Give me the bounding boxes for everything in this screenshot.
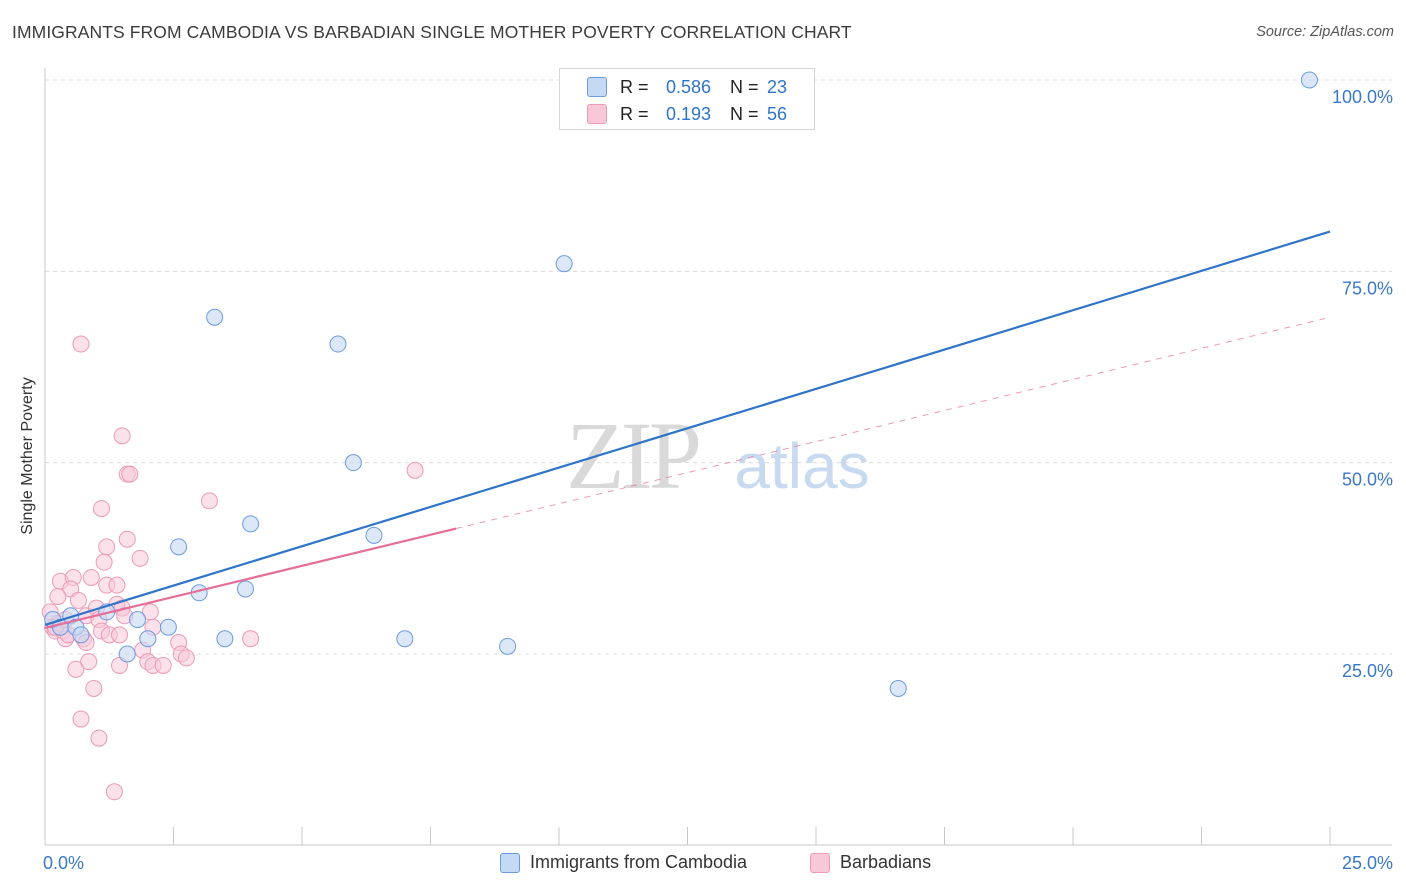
y-tick-label: 25.0% (1342, 661, 1393, 681)
cambodia-point (1300, 71, 1318, 89)
barbadians-point (118, 530, 136, 548)
legend-n-value: 56 (767, 103, 788, 124)
barbadians-point (131, 549, 149, 567)
trend-lines (44, 230, 1331, 630)
barbadians-point (200, 492, 218, 510)
cambodia-point (396, 630, 414, 648)
bottom-legend-label: Immigrants from Cambodia (530, 852, 748, 872)
legend-n-label: N = (730, 103, 759, 124)
barbadians-point (49, 588, 67, 606)
barbadians-point (177, 649, 195, 667)
barbadians-point (82, 568, 100, 586)
barbadians-point (93, 500, 111, 518)
watermark: ZIP atlas (566, 402, 870, 509)
cambodia-point (170, 538, 188, 556)
cambodia-point (329, 335, 347, 353)
cambodia-point (129, 611, 147, 629)
cambodia-point (159, 618, 177, 636)
legend-r-value: 0.586 (665, 76, 711, 97)
barbadians-point (154, 656, 172, 674)
barbadians-point (72, 335, 90, 353)
barbadians-point (406, 461, 424, 479)
legend-n-value: 23 (767, 76, 788, 97)
legend-swatch-blue (587, 77, 607, 97)
legend-swatch-pink (587, 104, 607, 124)
barbadians-point (95, 553, 113, 571)
x-tick-label: 25.0% (1342, 853, 1393, 873)
barbadians-point (121, 465, 139, 483)
source-label: Source: ZipAtlas.com (1256, 24, 1394, 40)
cambodia-trend-line (44, 230, 1331, 626)
legend-r-label: R = (620, 76, 649, 97)
cambodia-point (216, 630, 234, 648)
barbadians-point (72, 710, 90, 728)
barbadians-trend-line (44, 527, 457, 630)
y-tick-label: 100.0% (1332, 87, 1393, 107)
barbadians-point (113, 427, 131, 445)
legend-row-barbadians: R = 0.193 N = 56 (560, 101, 814, 127)
y-tick-label: 50.0% (1342, 470, 1393, 490)
legend-r-label: R = (620, 103, 649, 124)
cambodia-point (118, 645, 136, 663)
axis-tick-labels: 25.0% 50.0% 75.0% 100.0% 0.0% 25.0% (43, 87, 1393, 873)
cambodia-point (236, 580, 254, 598)
barbadians-point (90, 729, 108, 747)
barbadians-point (105, 783, 123, 801)
y-axis-label: Single Mother Poverty (19, 377, 36, 535)
chart-title: IMMIGRANTS FROM CAMBODIA VS BARBADIAN SI… (12, 22, 852, 42)
barbadians-point (69, 591, 87, 609)
barbadians-point (80, 653, 98, 671)
bottom-legend-cambodia[interactable]: Immigrants from Cambodia (500, 852, 747, 873)
bottom-legend-label: Barbadians (840, 852, 932, 872)
barbadians-point (108, 576, 126, 594)
watermark-atlas: atlas (734, 430, 869, 502)
legend-r-value: 0.193 (665, 103, 711, 124)
cambodia-point (242, 515, 260, 533)
cambodia-point (365, 526, 383, 544)
axes (44, 68, 1392, 846)
legend-swatch-blue (500, 852, 520, 873)
correlation-legend: R = 0.586 N = 23 R = 0.193 N = 56 (559, 68, 815, 130)
legend-swatch-pink (810, 852, 830, 873)
cambodia-point (499, 637, 517, 655)
bottom-legend: Immigrants from Cambodia Barbadians (0, 850, 1406, 880)
cambodia-point (555, 255, 573, 273)
bottom-legend-barbadians[interactable]: Barbadians (810, 852, 931, 873)
legend-row-cambodia: R = 0.586 N = 23 (560, 74, 814, 100)
grid-lines (45, 79, 1392, 655)
cambodia-points (44, 71, 1318, 697)
barbadians-point (98, 538, 116, 556)
barbadians-trend-extension (456, 316, 1331, 530)
barbadians-point (67, 660, 85, 678)
cambodia-point (344, 454, 362, 472)
watermark-zip: ZIP (566, 402, 699, 509)
cambodia-point (139, 630, 157, 648)
barbadians-point (111, 626, 129, 644)
cambodia-point (206, 308, 224, 326)
barbadians-point (85, 679, 103, 697)
x-tick-label: 0.0% (43, 853, 84, 873)
legend-n-label: N = (730, 76, 759, 97)
cambodia-point (72, 626, 90, 644)
cambodia-point (889, 679, 907, 697)
barbadians-point (242, 630, 260, 648)
y-tick-label: 75.0% (1342, 278, 1393, 298)
